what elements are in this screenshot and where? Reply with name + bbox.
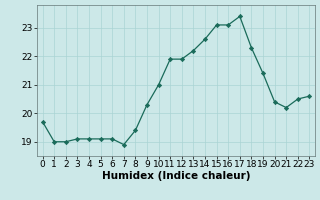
X-axis label: Humidex (Indice chaleur): Humidex (Indice chaleur) (102, 171, 250, 181)
